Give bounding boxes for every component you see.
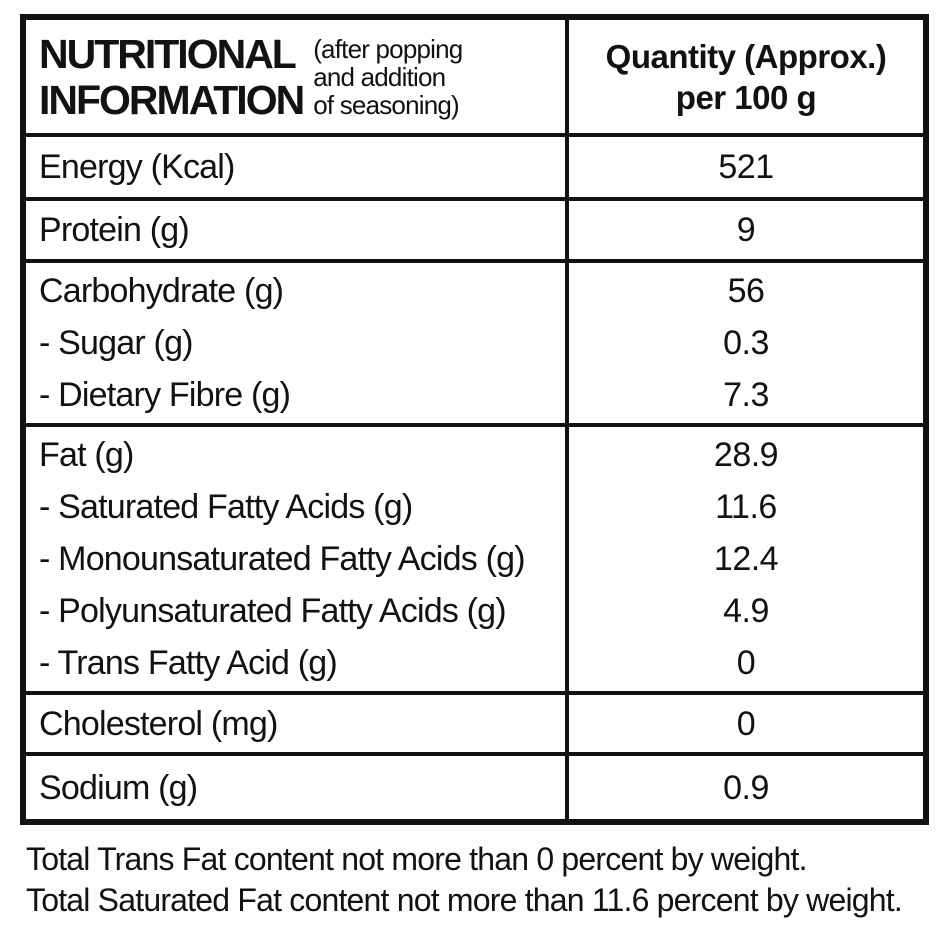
table-title: NUTRITIONAL INFORMATION [39,30,305,123]
nutrient-sublabel: - Monounsaturated Fatty Acids (g) [39,540,526,578]
nutrient-value: 12.4 [713,540,779,578]
nutrient-label-cell: Energy (Kcal) [21,133,569,201]
footnotes: Total Trans Fat content not more than 0 … [26,839,903,921]
nutrient-value: 28.9 [713,436,779,474]
table-row-energy: Energy (Kcal) 521 [21,133,928,201]
table-title-line1: NUTRITIONAL [39,30,297,77]
nutrient-value-cell: 9 [565,197,928,263]
nutrient-value-cell: 521 [565,133,928,201]
nutrient-value-cell: 28.9 11.6 12.4 4.9 0 [565,423,928,695]
nutrient-value-cell: 56 0.3 7.3 [565,259,928,427]
nutrient-value: 56 [727,272,765,310]
nutrient-value: 11.6 [715,488,777,526]
nutrient-value: 0.9 [723,768,769,807]
nutrient-sublabel: - Sugar (g) [39,324,194,362]
nutrient-label-cell: Fat (g) - Saturated Fatty Acids (g) - Mo… [21,423,569,695]
nutrient-label: Carbohydrate (g) [39,272,284,310]
table-title-line2: INFORMATION [39,76,305,123]
nutrient-label-cell: Cholesterol (mg) [21,691,569,756]
nutrient-sublabel: - Trans Fatty Acid (g) [39,644,338,682]
table-row-protein: Protein (g) 9 [21,197,928,263]
nutrient-value: 521 [718,148,774,186]
nutrient-value: 7.3 [723,376,769,414]
nutrient-label: Fat (g) [39,436,134,474]
table-row-cholesterol: Cholesterol (mg) 0 [21,691,928,756]
quantity-header-line2: per 100 g [675,78,817,116]
nutrient-value: 0.3 [723,324,769,362]
table-subtitle: (after popping and addition of seasoning… [313,33,463,120]
nutrient-value-cell: 0 [565,691,928,756]
nutrient-sublabel: - Dietary Fibre (g) [39,376,291,414]
footnote-saturated-fat: Total Saturated Fat content not more tha… [26,882,903,918]
table-row-sodium: Sodium (g) 0.9 [21,752,928,824]
nutrient-value: 4.9 [723,592,769,630]
nutrient-sublabel: - Polyunsaturated Fatty Acids (g) [39,592,507,630]
nutrient-label: Sodium (g) [39,768,198,807]
nutrition-table: NUTRITIONAL INFORMATION (after popping a… [20,14,929,825]
footnote-trans-fat: Total Trans Fat content not more than 0 … [26,841,808,877]
nutrient-label-cell: Sodium (g) [21,752,569,824]
table-subtitle-line3: of seasoning) [313,89,460,120]
nutrient-value-cell: 0.9 [565,752,928,824]
header-cell-quantity: Quantity (Approx.) per 100 g [565,15,928,137]
nutrient-label-cell: Carbohydrate (g) - Sugar (g) - Dietary F… [21,259,569,427]
nutrient-value: 9 [736,211,756,249]
nutrient-label: Energy (Kcal) [39,148,235,186]
table-subtitle-line2: and addition [313,61,446,92]
header-cell-title: NUTRITIONAL INFORMATION (after popping a… [21,15,569,137]
nutrient-value: 0 [736,644,756,682]
nutrient-sublabel: - Saturated Fatty Acids (g) [39,488,413,526]
nutrient-label: Cholesterol (mg) [39,704,278,743]
table-subtitle-line1: (after popping [313,33,463,64]
nutrient-label: Protein (g) [39,211,190,249]
table-header-row: NUTRITIONAL INFORMATION (after popping a… [21,15,928,137]
quantity-header-line1: Quantity (Approx.) [605,37,887,75]
table-row-fat-group: Fat (g) - Saturated Fatty Acids (g) - Mo… [21,423,928,695]
table-row-carbohydrate-group: Carbohydrate (g) - Sugar (g) - Dietary F… [21,259,928,427]
nutrient-label-cell: Protein (g) [21,197,569,263]
nutrient-value: 0 [736,704,756,743]
